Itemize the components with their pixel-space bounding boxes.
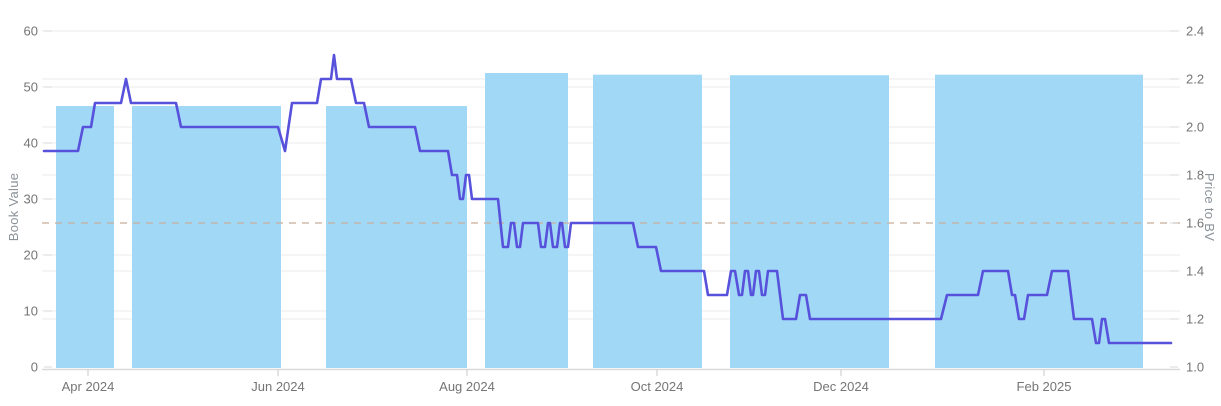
axis-tick-labels: 0 10 20 30 40 50 60 1.0 1.2 1.4 1.6 1.8 2.0 2.2 2.4 Apr…	[24, 24, 1205, 395]
book-value-bars	[56, 73, 1143, 369]
left-axis-tick-label: 10	[24, 304, 38, 319]
left-axis-tick-label: 60	[24, 24, 38, 39]
left-axis-tick-label: 30	[24, 192, 38, 207]
x-axis-tick-label: Aug 2024	[439, 379, 495, 394]
book-value-bar	[485, 73, 568, 368]
right-axis-tick-label: 1.6	[1186, 216, 1204, 231]
price-line-path	[42, 53, 1173, 345]
left-axis-tick-label: 40	[24, 136, 38, 151]
book-value-bar	[132, 106, 281, 368]
price-to-bv-line	[42, 53, 1173, 345]
right-axis-tick-label: 1.0	[1186, 360, 1204, 375]
x-axis-tick-label: Apr 2024	[62, 379, 115, 394]
right-axis-title: Price to BV	[1202, 172, 1217, 242]
left-axis-tick-label: 20	[24, 248, 38, 263]
book-value-bar	[730, 75, 889, 369]
right-axis-tick-label: 2.4	[1186, 24, 1204, 39]
book-value-bar	[593, 74, 702, 369]
right-axis-tick-label: 2.2	[1186, 72, 1204, 87]
right-axis-tick-label: 1.2	[1186, 312, 1204, 327]
book-value-bar	[326, 106, 467, 368]
x-axis-tick-label: Dec 2024	[813, 379, 869, 394]
x-axis-tick-label: Feb 2025	[1017, 379, 1072, 394]
x-axis	[42, 30, 1180, 376]
x-axis-tick-label: Jun 2024	[251, 379, 305, 394]
right-axis-tick-label: 1.8	[1186, 168, 1204, 183]
book-value-bar	[935, 74, 1143, 369]
left-axis-tick-label: 50	[24, 80, 38, 95]
book-value-bar	[56, 106, 114, 368]
x-axis-tick-label: Oct 2024	[631, 379, 684, 394]
left-axis-tick-label: 0	[31, 360, 38, 375]
left-axis-title: Book Value	[6, 172, 21, 242]
right-axis-tick-label: 2.0	[1186, 120, 1204, 135]
right-axis-tick-label: 1.4	[1186, 264, 1204, 279]
